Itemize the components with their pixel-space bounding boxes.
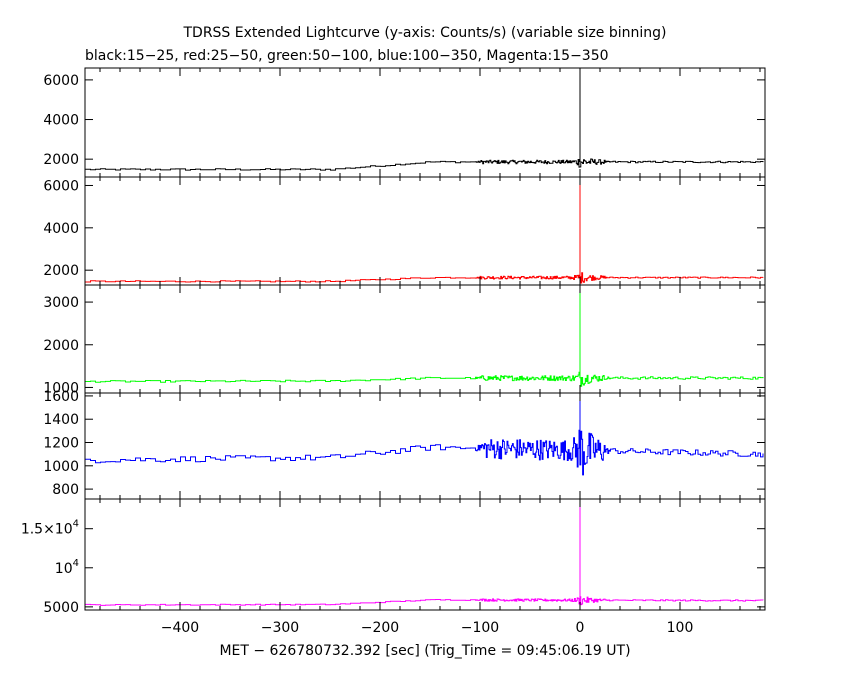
y-tick-label: 1400 (43, 412, 79, 428)
panel-frame (84, 498, 766, 611)
x-tick-label: −300 (261, 620, 299, 636)
x-axis-label: MET − 626780732.392 [sec] (Trig_Time = 0… (219, 643, 630, 659)
y-tick-label: 2000 (43, 152, 79, 168)
y-tick-label: 1600 (43, 389, 79, 405)
panel-3: 1000 2000 3000 (43, 284, 766, 396)
y-tick-label: 4000 (43, 221, 79, 237)
y-tick-label: 2000 (43, 338, 79, 354)
x-tick-label: −400 (161, 620, 199, 636)
y-tick-label: 104 (55, 558, 79, 577)
panel-frame (84, 284, 766, 394)
x-tick-label: 0 (576, 620, 585, 636)
x-axis-tick-labels: −400 −300 −200 −100 0 100 (161, 620, 694, 636)
panel-4: 800 1000 1200 1400 1600 (43, 389, 766, 500)
y-tick-label: 800 (52, 482, 79, 498)
chart-subtitle: black:15−25, red:25−50, green:50−100, bl… (85, 48, 609, 64)
panel-frame (84, 176, 766, 286)
panel-5: 5000 104 1.5×104 (21, 498, 766, 616)
y-tick-label: 1000 (43, 459, 79, 475)
chart-title: TDRSS Extended Lightcurve (y-axis: Count… (182, 25, 666, 41)
y-tick-label: 1000 (43, 380, 79, 396)
y-tick-label: 5000 (43, 600, 79, 616)
panel-stack: 2000 4000 6000 2000 4000 6000 1000 2000 3000 800 1… (21, 67, 766, 616)
series-line (85, 371, 764, 387)
y-tick-label: 1200 (43, 436, 79, 452)
series-line (85, 272, 764, 284)
series-line (85, 596, 764, 606)
x-tick-label: 100 (667, 620, 694, 636)
series-line (85, 429, 764, 476)
panel-2: 2000 4000 6000 (43, 176, 766, 286)
panel-1: 2000 4000 6000 (43, 67, 766, 178)
y-tick-label: 1.5×104 (21, 519, 79, 538)
panel-frame (84, 392, 766, 500)
series-line (85, 158, 764, 171)
y-tick-label: 4000 (43, 113, 79, 129)
x-tick-label: −100 (461, 620, 499, 636)
x-tick-label: −200 (361, 620, 399, 636)
y-tick-label: 6000 (43, 73, 79, 89)
panel-frame (84, 67, 766, 178)
y-tick-label: 6000 (43, 178, 79, 194)
y-tick-label: 2000 (43, 263, 79, 279)
y-tick-label: 3000 (43, 295, 79, 311)
